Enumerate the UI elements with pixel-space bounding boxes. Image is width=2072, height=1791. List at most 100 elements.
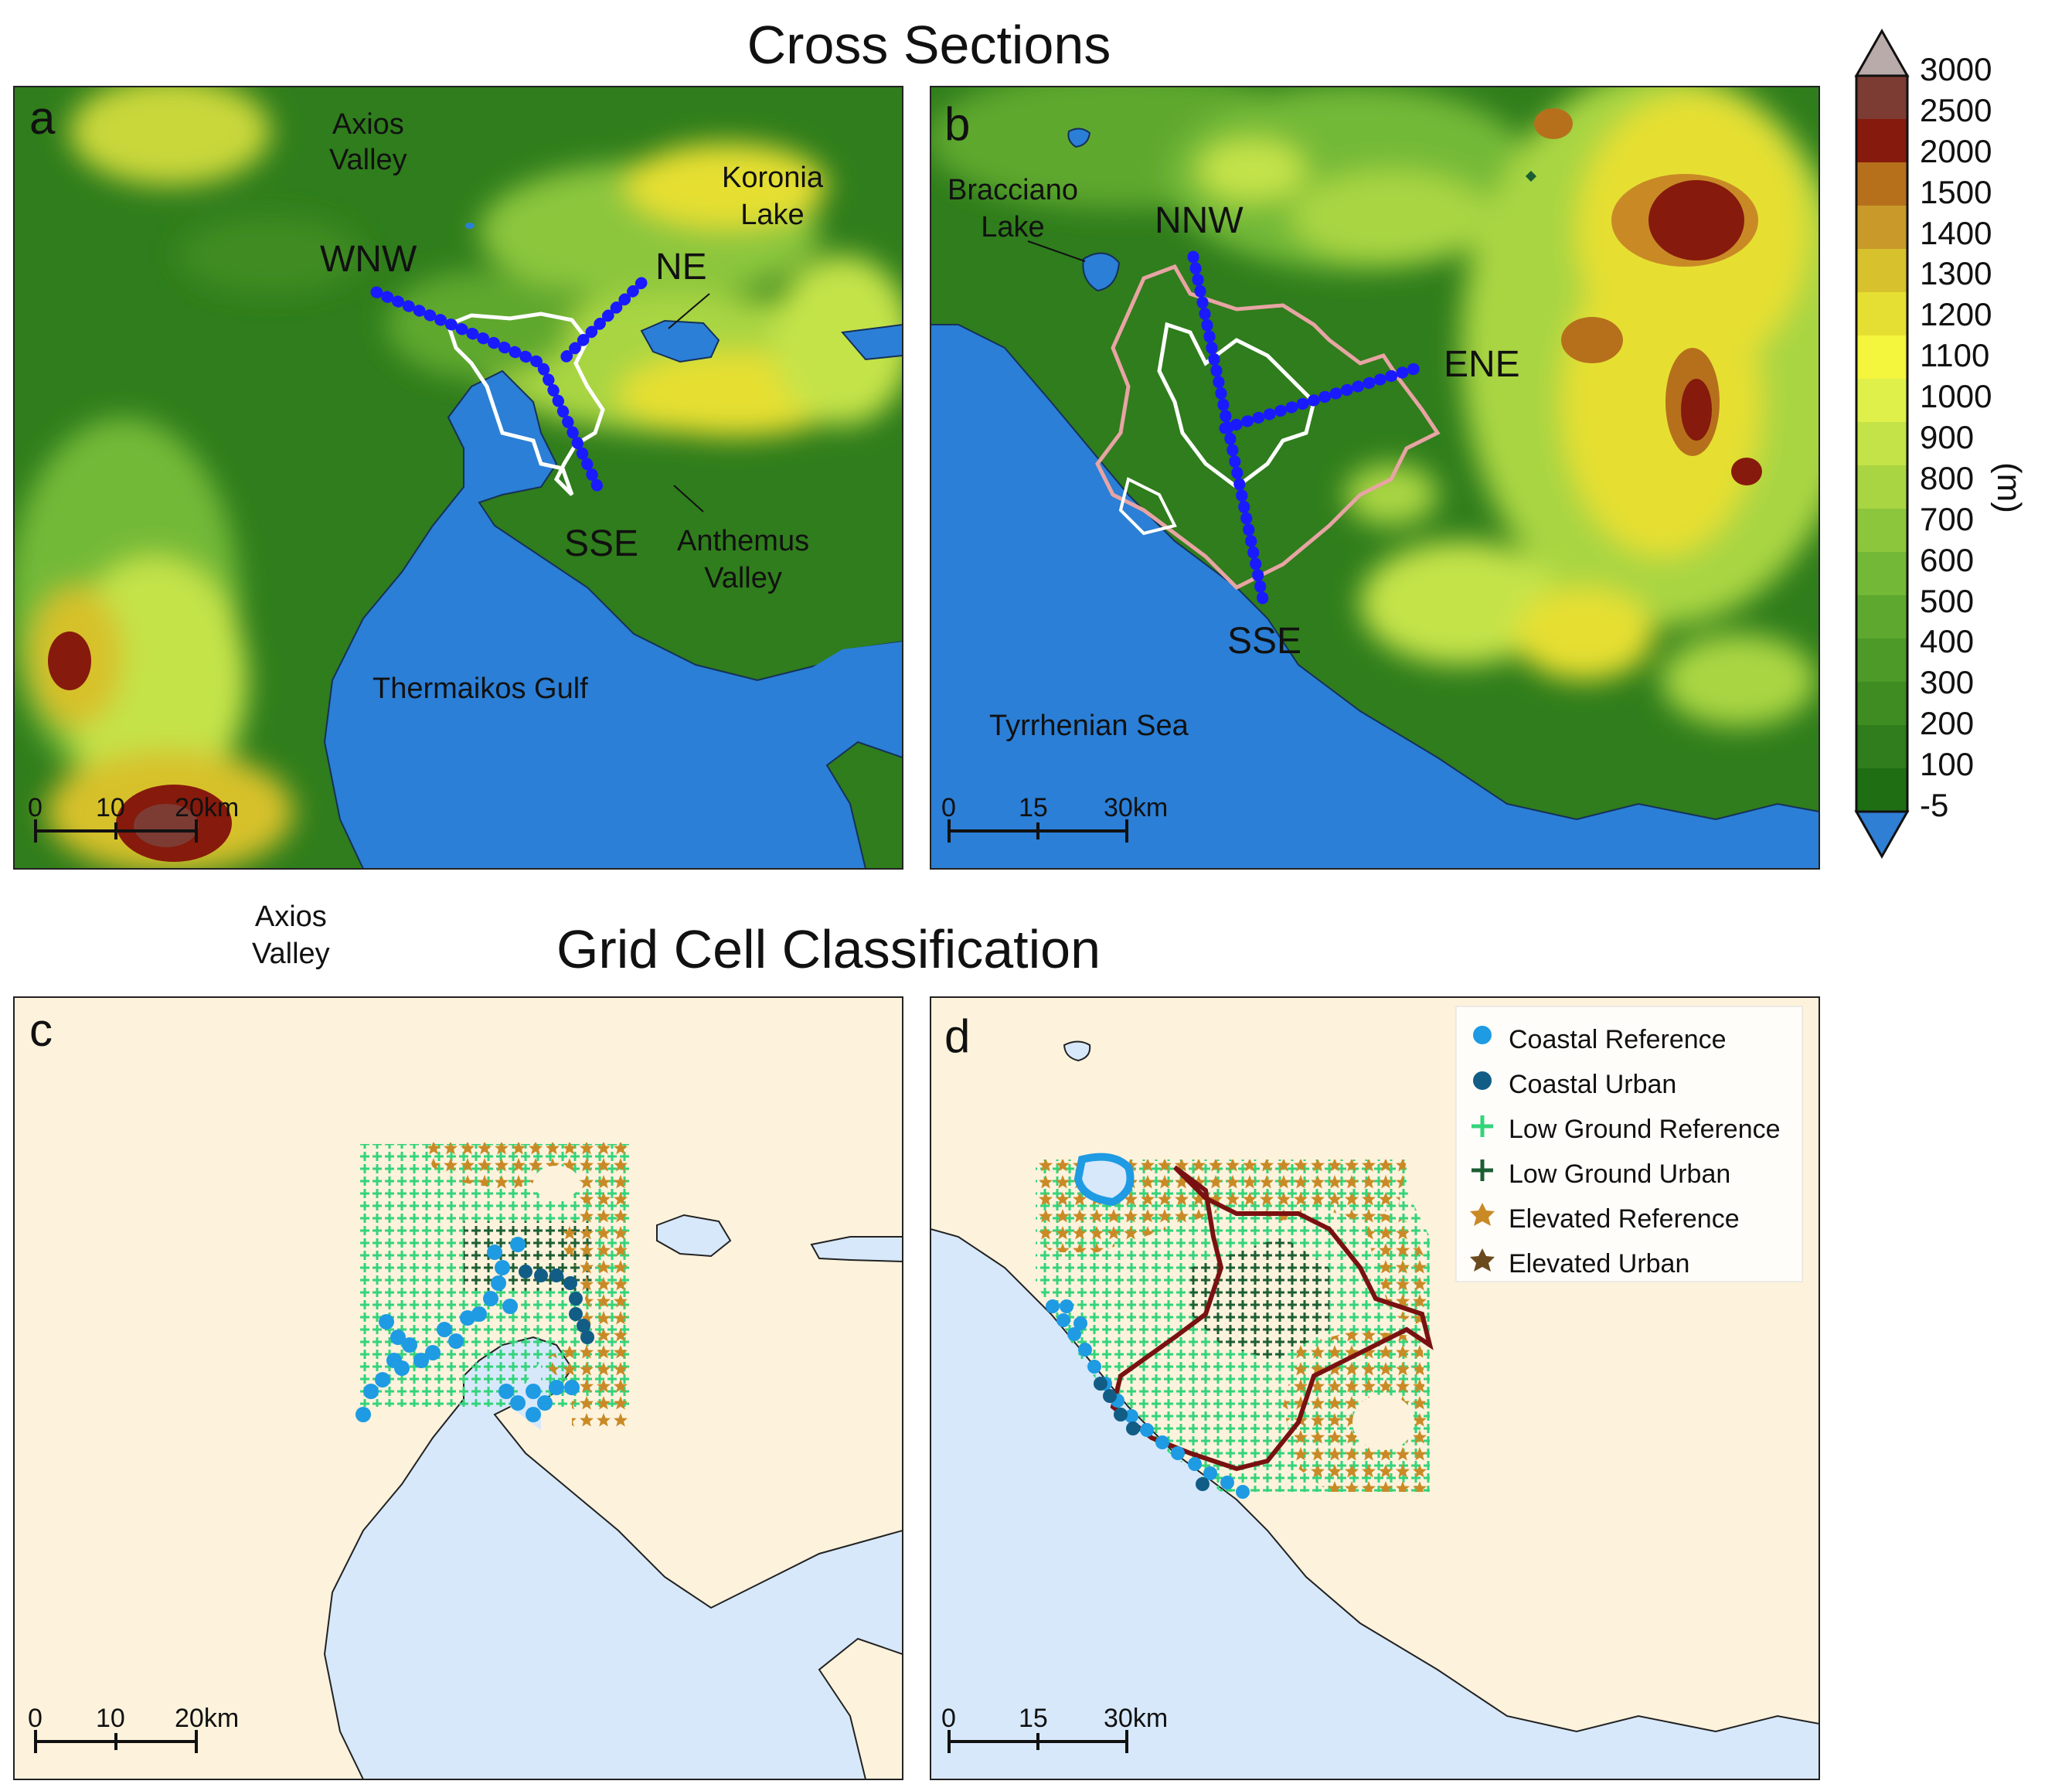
- colorbar-tick-label: 1300: [1920, 255, 1992, 292]
- colorbar-segment: [1856, 595, 1907, 638]
- legend-symbols: [1470, 1026, 1495, 1272]
- tyrrhenian-sea-shape: [931, 324, 1819, 869]
- colorbar-tick-label: 100: [1920, 746, 1975, 783]
- scale-bar-b: [948, 819, 1128, 843]
- colorbar-top-extension: [1854, 28, 1910, 77]
- transect-ne: [555, 277, 648, 368]
- colorbar-tick-label: 3000: [1920, 51, 1992, 87]
- colorbar-tick-label: 800: [1920, 459, 1975, 496]
- thermaikos-gulf-shape: [323, 369, 903, 869]
- outline-white: [1157, 322, 1316, 490]
- label-sse-a: SSE: [564, 523, 639, 564]
- colorbar-tick-label: 300: [1920, 664, 1975, 701]
- colorbar-tick-label: 900: [1920, 419, 1975, 455]
- colorbar-tick-label: -5: [1920, 787, 1949, 823]
- colorbar-segment: [1856, 465, 1907, 509]
- transects: [370, 277, 648, 501]
- label-axios-valley-stray: Axios Valley: [252, 901, 330, 970]
- colorbar-tick-label: 400: [1920, 623, 1975, 660]
- legend-box: [1455, 1006, 1803, 1282]
- urban-outline-d: [1110, 1165, 1434, 1472]
- legend-symbol-low-ground-reference: [1471, 1115, 1493, 1137]
- colorbar-tick-label: 700: [1920, 500, 1975, 537]
- colorbar-segment: [1856, 552, 1907, 595]
- elevated-reference-cells: [421, 1142, 630, 1430]
- colorbar-segment: [1856, 119, 1907, 162]
- scale-bar-c: [34, 1730, 198, 1753]
- legend-label-low-ground-urban: Low Ground Urban: [1509, 1159, 1731, 1189]
- colorbar-segment: [1856, 725, 1907, 768]
- label-sse-b: SSE: [1227, 621, 1302, 662]
- scale-bar-a: [34, 819, 198, 843]
- legend-label-elevated-reference: Elevated Reference: [1509, 1204, 1740, 1234]
- label-wnw: WNW: [320, 239, 417, 280]
- label-nnw: NNW: [1155, 200, 1244, 241]
- panel-letter-d: d: [944, 1010, 971, 1062]
- title-cross-sections: Cross Sections: [747, 15, 1111, 75]
- d-coastal-urban: [1094, 1377, 1210, 1491]
- peak-west: [48, 632, 91, 690]
- label-anthemus-valley: Anthemus Valley: [677, 525, 810, 594]
- colorbar-segment: [1856, 292, 1907, 335]
- d-low-ground-urban: [1190, 1237, 1329, 1360]
- transect-ene: [1219, 360, 1428, 434]
- colorbar-tick-label: 200: [1920, 705, 1975, 742]
- label-axios-valley-a: Axios Valley: [329, 108, 407, 176]
- colorbar-segment: [1856, 206, 1907, 249]
- d-coastal-reference: [1046, 1299, 1250, 1499]
- label-koronia-lake: Koronia Lake: [722, 162, 823, 231]
- colorbar-segment: [1856, 162, 1907, 206]
- label-ene: ENE: [1444, 344, 1520, 385]
- colorbar-segment: [1856, 682, 1907, 725]
- bracciano-lake-shape: [1082, 252, 1121, 292]
- label-ne: NE: [655, 247, 707, 288]
- colorbar-unit: (m): [1990, 462, 2028, 513]
- koronia-lake-shape: [640, 319, 720, 363]
- panel-letter-a: a: [29, 92, 56, 144]
- label-bracciano-lake: Bracciano Lake: [948, 174, 1078, 243]
- title-grid-cell-classification: Grid Cell Classification: [556, 919, 1101, 979]
- scale-bar-d: [948, 1730, 1128, 1753]
- legend-label-elevated-urban: Elevated Urban: [1509, 1249, 1690, 1279]
- panel-c-map: [13, 996, 903, 1780]
- colorbar-segment: [1856, 509, 1907, 552]
- legend-labels: Coastal Reference Coastal Urban Low Grou…: [1509, 1017, 1781, 1286]
- colorbar-tick-label: 1200: [1920, 296, 1992, 333]
- legend-symbol-coastal-reference: [1473, 1026, 1492, 1044]
- colorbar-tick-label: 1100: [1920, 337, 1990, 374]
- legend-label-low-ground-reference: Low Ground Reference: [1509, 1115, 1781, 1144]
- legend-label-coastal-urban: Coastal Urban: [1509, 1070, 1677, 1099]
- colorbar-segment: [1856, 335, 1907, 379]
- legend-symbol-elevated-urban: [1470, 1248, 1495, 1272]
- panel-b-map: [930, 86, 1820, 870]
- colorbar: [1854, 28, 1910, 860]
- legend-symbol-elevated-reference: [1470, 1203, 1495, 1226]
- peak-east: [1648, 180, 1744, 260]
- colorbar-bottom-extension: [1854, 810, 1910, 860]
- outline-pink: [1095, 264, 1441, 591]
- urban-outline: [445, 312, 605, 496]
- colorbar-segment: [1856, 422, 1907, 465]
- legend-symbol-low-ground-urban: [1471, 1159, 1493, 1181]
- colorbar-segment: [1856, 379, 1907, 422]
- transects-b: [1187, 250, 1428, 609]
- colorbar-segment: [1856, 76, 1907, 119]
- panel-letter-b: b: [944, 98, 971, 150]
- colorbar-tick-label: 1400: [1920, 214, 1992, 251]
- panel-a-map: [13, 86, 903, 870]
- colorbar-segment: [1856, 638, 1907, 682]
- colorbar-tick-label: 500: [1920, 582, 1975, 619]
- colorbar-segment: [1856, 768, 1907, 812]
- transect-wnw-sse: [370, 286, 607, 501]
- colorbar-tick-label: 1500: [1920, 173, 1992, 210]
- legend-label-coastal-reference: Coastal Reference: [1509, 1025, 1727, 1054]
- colorbar-tick-label: 2500: [1920, 91, 1992, 128]
- colorbar-segment: [1856, 249, 1907, 292]
- coastal-reference-cells: [356, 1237, 580, 1422]
- panel-letter-c: c: [29, 1004, 53, 1056]
- label-thermaikos-gulf: Thermaikos Gulf: [373, 672, 588, 705]
- colorbar-tick-label: 1000: [1920, 378, 1992, 415]
- coastal-urban-cells: [519, 1265, 594, 1344]
- scale-bars: [34, 819, 1128, 1753]
